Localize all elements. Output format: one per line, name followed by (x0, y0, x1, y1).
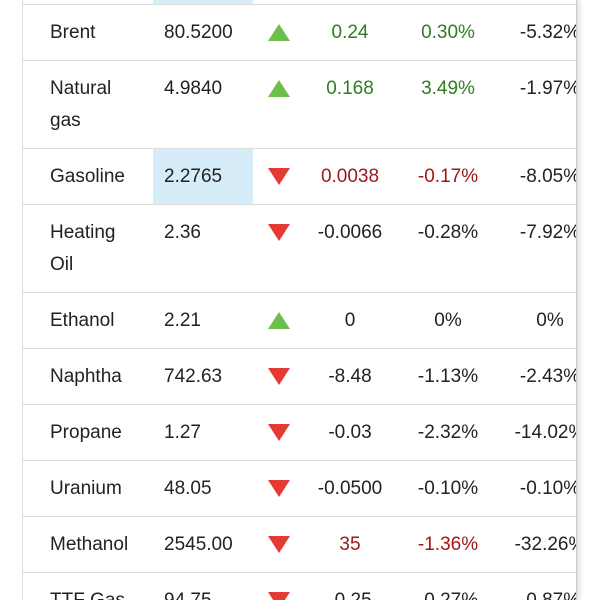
table-row: Naphtha 742.63 -8.48 -1.13% -2.43% (23, 349, 576, 405)
ytd-change: -7.92% (519, 222, 577, 243)
commodity-table: Brent 80.5200 0.24 0.30% -5.32% Natural gas 4.… (22, 0, 577, 600)
ytd-change: -8.05% (519, 166, 577, 187)
trend-arrow (268, 536, 290, 553)
price: 80.5200 (164, 22, 233, 43)
trend-arrow (268, 368, 290, 385)
table-row: Uranium 48.05 -0.0500 -0.10% -0.10% (23, 461, 576, 517)
arrow-shape (268, 80, 290, 97)
ytd-change: -0.10% (519, 478, 577, 499)
arrow-shape (268, 424, 290, 441)
price: 94.75 (153, 573, 253, 600)
trend-arrow (268, 424, 290, 441)
ytd-change: -5.32% (519, 22, 577, 43)
change: 35 (339, 534, 361, 555)
change-percent: -1.36% (417, 534, 479, 555)
change: -8.48 (328, 366, 372, 387)
commodity-name: Uranium (50, 478, 122, 499)
change: 0.0038 (320, 166, 380, 187)
arrow-shape (268, 480, 290, 497)
arrow-shape (268, 312, 290, 329)
ytd-change: -1.97% (519, 78, 577, 99)
arrow-shape (268, 168, 290, 185)
commodity-name: Heating Oil (50, 222, 116, 275)
trend-arrow (268, 224, 290, 241)
change-percent: -0.27% (403, 585, 493, 600)
commodity-name: Methanol (50, 534, 129, 555)
commodity-name: Brent (50, 22, 96, 43)
change: 0 (344, 310, 356, 331)
change-percent: -0.10% (417, 478, 479, 499)
trend-arrow (268, 168, 290, 185)
highlight (153, 0, 253, 4)
previous-row (23, 0, 576, 5)
change-percent: 0.30% (421, 22, 475, 43)
trend-arrow (268, 312, 290, 329)
table-row: Propane 1.27 -0.03 -2.32% -14.02% (23, 405, 576, 461)
table-row: TTF Gas 94.75 -0.25 -0.27% -0.87% (23, 573, 576, 600)
trend-arrow (268, 80, 290, 97)
ytd-change: -32.26% (514, 534, 576, 555)
commodity-name: Natural gas (50, 78, 112, 131)
change-percent: -2.32% (417, 422, 479, 443)
change: 0.24 (331, 22, 369, 43)
commodity-name: Propane (50, 422, 122, 443)
price: 48.05 (164, 478, 212, 499)
table-row: Brent 80.5200 0.24 0.30% -5.32% (23, 5, 576, 61)
trend-arrow (268, 480, 290, 497)
commodity-name: Ethanol (50, 310, 115, 331)
table-row: Gasoline 2.2765 0.0038 -0.17% -8.05% (23, 149, 576, 205)
table-row: Ethanol 2.21 0 0% 0% (23, 293, 576, 349)
change: -0.0066 (317, 222, 383, 243)
arrow-shape (268, 224, 290, 241)
price: 2.2765 (153, 149, 253, 204)
commodity-name: Gasoline (50, 166, 125, 187)
price: 742.63 (164, 366, 223, 387)
change-percent: -0.28% (417, 222, 479, 243)
change: -0.0500 (317, 478, 383, 499)
change-percent: 3.49% (421, 78, 475, 99)
ytd-change: -2.43% (519, 366, 577, 387)
commodity-name: Naphtha (50, 366, 122, 387)
price: 2.21 (164, 310, 201, 331)
ytd-change: -0.87% (505, 585, 576, 600)
change: 0.168 (326, 78, 374, 99)
ytd-change: 0% (536, 310, 564, 331)
price: 2545.00 (164, 534, 233, 555)
change: -0.03 (328, 422, 372, 443)
price: 1.27 (164, 422, 201, 443)
arrow-shape (268, 536, 290, 553)
arrow-shape (268, 24, 290, 41)
arrow-shape (268, 592, 290, 600)
change: -0.25 (305, 585, 395, 600)
price: 4.9840 (164, 78, 223, 99)
ytd-change: -14.02% (514, 422, 576, 443)
table-row: Heating Oil 2.36 -0.0066 -0.28% -7.92% (23, 205, 576, 293)
price: 2.36 (164, 222, 201, 243)
commodity-name: TTF Gas (23, 573, 138, 600)
trend-arrow (268, 24, 290, 41)
change-percent: 0% (434, 310, 462, 331)
arrow-shape (268, 368, 290, 385)
change-percent: -0.17% (417, 166, 479, 187)
trend-arrow (268, 592, 290, 600)
table-row: Methanol 2545.00 35 -1.36% -32.26% (23, 517, 576, 573)
table-row: Natural gas 4.9840 0.168 3.49% -1.97% (23, 61, 576, 149)
change-percent: -1.13% (417, 366, 479, 387)
